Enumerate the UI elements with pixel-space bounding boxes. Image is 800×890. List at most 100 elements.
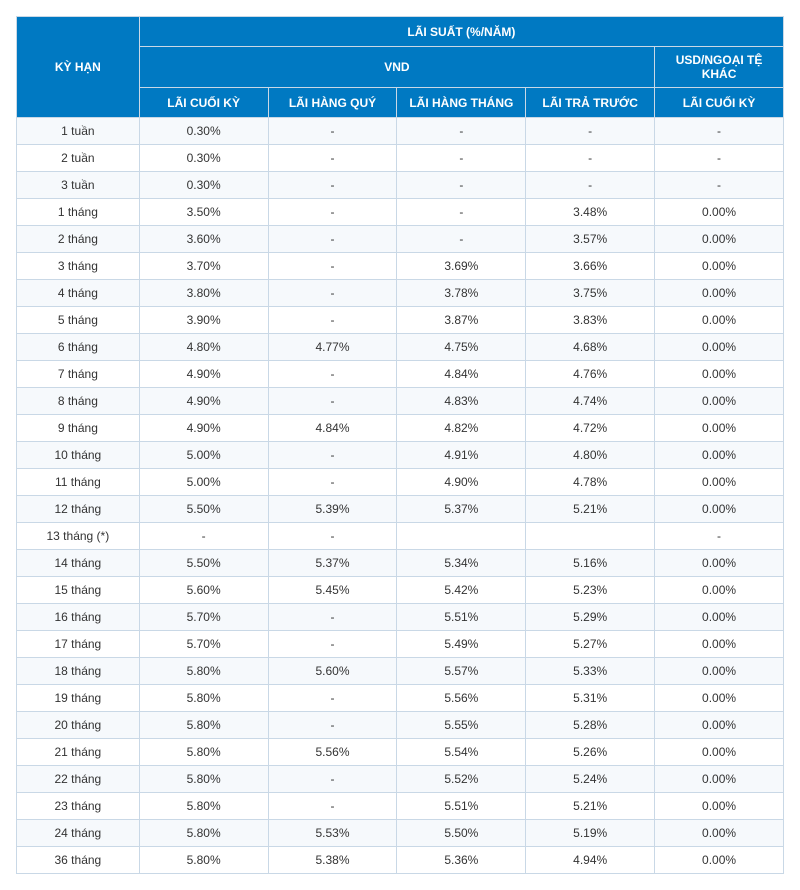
rate-cell: 5.00% [139, 442, 268, 469]
term-cell: 20 tháng [17, 712, 140, 739]
rate-cell: 0.00% [655, 847, 784, 874]
rate-cell: 0.00% [655, 280, 784, 307]
rate-cell: 5.49% [397, 631, 526, 658]
term-cell: 1 tuần [17, 118, 140, 145]
header-usd: USD/NGOẠI TỆ KHÁC [655, 47, 784, 88]
rate-cell: 5.51% [397, 793, 526, 820]
table-body: 1 tuần0.30%----2 tuần0.30%----3 tuần0.30… [17, 118, 784, 874]
term-cell: 22 tháng [17, 766, 140, 793]
rate-cell: 5.45% [268, 577, 397, 604]
rate-cell: - [268, 280, 397, 307]
rate-cell: 4.68% [526, 334, 655, 361]
rate-cell: 5.60% [268, 658, 397, 685]
rate-cell: 0.00% [655, 253, 784, 280]
rate-cell: 5.52% [397, 766, 526, 793]
rate-cell: 0.00% [655, 577, 784, 604]
rate-cell: - [655, 118, 784, 145]
rate-cell: 5.37% [268, 550, 397, 577]
table-row: 2 tuần0.30%---- [17, 145, 784, 172]
rate-cell: 4.80% [139, 334, 268, 361]
table-row: 1 tuần0.30%---- [17, 118, 784, 145]
rate-cell: 5.33% [526, 658, 655, 685]
rate-cell: 0.00% [655, 469, 784, 496]
table-row: 18 tháng5.80%5.60%5.57%5.33%0.00% [17, 658, 784, 685]
term-cell: 8 tháng [17, 388, 140, 415]
rate-cell: 5.21% [526, 496, 655, 523]
rate-cell: - [268, 442, 397, 469]
rate-cell: - [139, 523, 268, 550]
term-cell: 11 tháng [17, 469, 140, 496]
rate-cell: - [268, 172, 397, 199]
rate-cell: 3.78% [397, 280, 526, 307]
rate-cell: 5.80% [139, 658, 268, 685]
rate-cell: 4.78% [526, 469, 655, 496]
header-vnd: VND [139, 47, 654, 88]
rate-cell: 5.38% [268, 847, 397, 874]
rate-cell: 0.00% [655, 226, 784, 253]
table-row: 7 tháng4.90%-4.84%4.76%0.00% [17, 361, 784, 388]
rate-cell: 5.50% [139, 550, 268, 577]
rate-cell: 5.26% [526, 739, 655, 766]
term-cell: 2 tuần [17, 145, 140, 172]
table-header: KỲ HẠN LÃI SUẤT (%/NĂM) VND USD/NGOẠI TỆ… [17, 17, 784, 118]
term-cell: 3 tuần [17, 172, 140, 199]
rate-cell: 0.30% [139, 145, 268, 172]
rate-cell: 5.19% [526, 820, 655, 847]
table-row: 20 tháng5.80%-5.55%5.28%0.00% [17, 712, 784, 739]
rate-cell: 0.00% [655, 766, 784, 793]
rate-cell: - [268, 523, 397, 550]
rate-cell: 4.94% [526, 847, 655, 874]
term-cell: 5 tháng [17, 307, 140, 334]
rate-cell [397, 523, 526, 550]
interest-rate-table: KỲ HẠN LÃI SUẤT (%/NĂM) VND USD/NGOẠI TỆ… [16, 16, 784, 874]
rate-cell: 4.72% [526, 415, 655, 442]
rate-cell: 0.00% [655, 658, 784, 685]
rate-cell: - [268, 631, 397, 658]
rate-cell: 5.21% [526, 793, 655, 820]
table-row: 8 tháng4.90%-4.83%4.74%0.00% [17, 388, 784, 415]
rate-cell: 0.00% [655, 388, 784, 415]
rate-cell: 5.50% [139, 496, 268, 523]
rate-cell: - [268, 604, 397, 631]
rate-cell: - [268, 388, 397, 415]
rate-cell: 4.75% [397, 334, 526, 361]
table-row: 4 tháng3.80%-3.78%3.75%0.00% [17, 280, 784, 307]
rate-cell: 5.53% [268, 820, 397, 847]
rate-cell: 0.00% [655, 820, 784, 847]
table-row: 13 tháng (*)--- [17, 523, 784, 550]
term-cell: 15 tháng [17, 577, 140, 604]
table-row: 6 tháng4.80%4.77%4.75%4.68%0.00% [17, 334, 784, 361]
table-row: 2 tháng3.60%--3.57%0.00% [17, 226, 784, 253]
rate-cell: 0.00% [655, 631, 784, 658]
rate-cell: 5.80% [139, 793, 268, 820]
rate-cell: 3.87% [397, 307, 526, 334]
rate-cell: 5.39% [268, 496, 397, 523]
rate-cell: - [268, 361, 397, 388]
rate-cell: 0.30% [139, 172, 268, 199]
rate-cell: - [526, 172, 655, 199]
table-row: 19 tháng5.80%-5.56%5.31%0.00% [17, 685, 784, 712]
table-row: 11 tháng5.00%-4.90%4.78%0.00% [17, 469, 784, 496]
rate-cell: 5.70% [139, 631, 268, 658]
rate-cell: 0.00% [655, 604, 784, 631]
rate-cell: 3.70% [139, 253, 268, 280]
rate-cell: 5.42% [397, 577, 526, 604]
rate-cell: 4.84% [397, 361, 526, 388]
rate-cell: 3.50% [139, 199, 268, 226]
rate-cell: 4.91% [397, 442, 526, 469]
rate-cell: 4.82% [397, 415, 526, 442]
table-row: 3 tháng3.70%-3.69%3.66%0.00% [17, 253, 784, 280]
rate-cell: 5.80% [139, 712, 268, 739]
table-row: 23 tháng5.80%-5.51%5.21%0.00% [17, 793, 784, 820]
header-col-5: LÃI CUỐI KỲ [655, 88, 784, 118]
table-row: 12 tháng5.50%5.39%5.37%5.21%0.00% [17, 496, 784, 523]
table-row: 24 tháng5.80%5.53%5.50%5.19%0.00% [17, 820, 784, 847]
term-cell: 17 tháng [17, 631, 140, 658]
header-col-2: LÃI HÀNG QUÝ [268, 88, 397, 118]
rate-cell: - [526, 118, 655, 145]
rate-cell: 5.56% [397, 685, 526, 712]
rate-cell: 0.00% [655, 361, 784, 388]
term-cell: 18 tháng [17, 658, 140, 685]
rate-cell: - [268, 199, 397, 226]
rate-cell: 5.50% [397, 820, 526, 847]
